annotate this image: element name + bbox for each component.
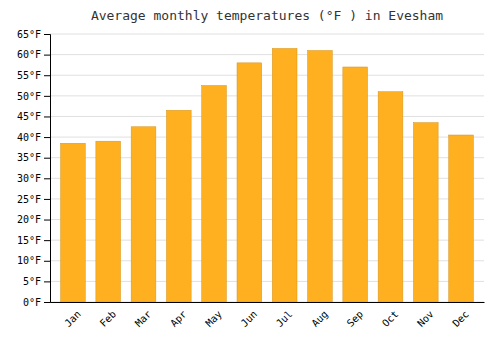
x-tick-label: Feb bbox=[98, 308, 119, 329]
y-tick: 35°F bbox=[17, 152, 50, 163]
bars bbox=[61, 48, 474, 302]
x-tick: Nov bbox=[415, 308, 436, 329]
x-axis-line bbox=[51, 302, 485, 303]
x-tick: Sep bbox=[345, 308, 366, 329]
y-tick: 55°F bbox=[17, 70, 50, 81]
x-tick: Jun bbox=[239, 308, 260, 329]
grid-line bbox=[50, 75, 484, 76]
x-tick-label: Jun bbox=[239, 308, 260, 329]
bar bbox=[131, 127, 156, 302]
y-tick-label: 25°F bbox=[17, 194, 41, 205]
x-tick-label: Mar bbox=[133, 308, 154, 329]
bar bbox=[449, 135, 474, 302]
y-tick-mark bbox=[44, 240, 50, 241]
x-tick-label: Nov bbox=[415, 308, 436, 329]
x-tick: Oct bbox=[380, 308, 401, 329]
bar bbox=[237, 63, 262, 302]
y-tick: 45°F bbox=[17, 111, 50, 122]
y-tick-mark bbox=[44, 55, 50, 56]
plot-area: 0°F 5°F 10°F 15°F 20°F 25°F 30°F 35°F 40°F 45°F 50… bbox=[17, 29, 485, 329]
y-tick-mark bbox=[44, 261, 50, 262]
x-axis: Jan Feb Mar Apr May Jun Jul Aug Sep Oct Nov Dec bbox=[51, 303, 485, 329]
y-tick-label: 5°F bbox=[23, 276, 41, 287]
grid bbox=[50, 34, 484, 302]
y-tick: 65°F bbox=[17, 29, 50, 40]
y-tick-mark bbox=[44, 302, 50, 303]
bar bbox=[166, 110, 191, 302]
y-tick: 40°F bbox=[17, 132, 50, 143]
bar bbox=[378, 92, 403, 302]
grid-line bbox=[50, 34, 484, 35]
y-tick-mark bbox=[44, 34, 50, 35]
x-tick: Jan bbox=[62, 308, 83, 329]
y-tick-label: 10°F bbox=[17, 255, 41, 266]
title: Average monthly temperatures (°F ) in Ev… bbox=[91, 8, 443, 23]
bar bbox=[202, 86, 227, 302]
grid-line bbox=[50, 54, 484, 55]
y-tick-mark bbox=[44, 158, 50, 159]
x-tick-label: Apr bbox=[168, 308, 189, 329]
y-tick: 25°F bbox=[17, 194, 50, 205]
x-tick-label: Jul bbox=[274, 308, 295, 329]
y-axis: 0°F 5°F 10°F 15°F 20°F 25°F 30°F 35°F 40°F 45°F 50… bbox=[17, 29, 51, 308]
y-tick-mark bbox=[44, 137, 50, 138]
y-tick: 15°F bbox=[17, 235, 50, 246]
y-tick: 5°F bbox=[23, 276, 50, 287]
x-tick-label: Sep bbox=[345, 308, 366, 329]
chart: 0°F 5°F 10°F 15°F 20°F 25°F 30°F 35°F 40°F 45°F 50… bbox=[0, 0, 500, 350]
x-tick: Feb bbox=[98, 308, 119, 329]
y-tick-label: 40°F bbox=[17, 132, 41, 143]
bar bbox=[343, 67, 368, 302]
y-tick: 10°F bbox=[17, 255, 50, 266]
y-tick-mark bbox=[44, 178, 50, 179]
x-tick-label: May bbox=[203, 308, 224, 329]
x-tick-label: Aug bbox=[309, 308, 330, 329]
y-tick-label: 65°F bbox=[17, 29, 41, 40]
x-tick: Apr bbox=[168, 308, 189, 329]
y-tick: 0°F bbox=[23, 297, 50, 308]
bar bbox=[61, 143, 86, 302]
y-tick-mark bbox=[44, 199, 50, 200]
y-tick-mark bbox=[44, 220, 50, 221]
x-tick: Dec bbox=[450, 308, 471, 329]
x-tick-label: Dec bbox=[450, 308, 471, 329]
y-tick-label: 60°F bbox=[17, 49, 41, 60]
y-tick-mark bbox=[44, 281, 50, 282]
y-axis-line bbox=[44, 35, 51, 303]
y-tick-label: 15°F bbox=[17, 235, 41, 246]
y-tick-mark bbox=[44, 96, 50, 97]
y-tick: 50°F bbox=[17, 91, 50, 102]
y-tick: 20°F bbox=[17, 214, 50, 225]
x-tick-label: Jan bbox=[62, 308, 83, 329]
y-tick: 30°F bbox=[17, 173, 50, 184]
y-tick-label: 0°F bbox=[23, 297, 41, 308]
y-tick-mark bbox=[44, 75, 50, 76]
grid-line bbox=[50, 116, 484, 117]
y-tick: 60°F bbox=[17, 49, 50, 60]
x-tick: Mar bbox=[133, 308, 154, 329]
x-tick-label: Oct bbox=[380, 308, 401, 329]
x-tick: Aug bbox=[309, 308, 330, 329]
y-tick-label: 20°F bbox=[17, 214, 41, 225]
bar bbox=[308, 50, 333, 302]
y-tick-label: 30°F bbox=[17, 173, 41, 184]
x-tick: May bbox=[203, 308, 224, 329]
y-tick-mark bbox=[44, 116, 50, 117]
bar bbox=[96, 141, 121, 302]
y-tick-label: 45°F bbox=[17, 111, 41, 122]
y-tick-label: 35°F bbox=[17, 152, 41, 163]
bar bbox=[272, 48, 297, 302]
bar bbox=[413, 123, 438, 302]
y-tick-label: 55°F bbox=[17, 70, 41, 81]
grid-line bbox=[50, 95, 484, 96]
y-tick-label: 50°F bbox=[17, 91, 41, 102]
x-tick: Jul bbox=[274, 308, 295, 329]
